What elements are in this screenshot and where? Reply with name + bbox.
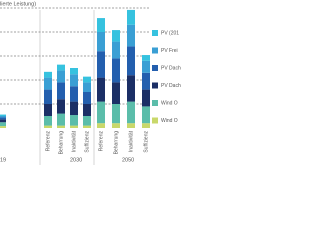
bar-segment	[44, 125, 52, 128]
group-label: 2050	[122, 157, 134, 163]
bar-segment	[97, 77, 105, 102]
bar-segment	[57, 113, 65, 126]
bar-segment	[70, 86, 78, 102]
bar-segment	[57, 70, 65, 83]
page: {"chart_data": {"type": "stacked-bar", "…	[0, 1, 181, 165]
bar-segment	[127, 75, 135, 102]
bar-segment	[142, 123, 150, 128]
bar-segment	[112, 104, 120, 124]
chart: lierte Leistung) Referenz Beharrung Inakti…	[0, 1, 181, 165]
bar-segment	[112, 82, 120, 104]
bar-segment	[97, 123, 105, 128]
legend-marker	[152, 30, 158, 36]
bar-segment	[0, 126, 6, 128]
bar-segment	[127, 123, 135, 128]
bar-segment	[57, 64, 65, 71]
bar-segment	[57, 82, 65, 100]
x-tick-label: Suffizienz	[84, 131, 90, 153]
bar-segment	[112, 58, 120, 83]
legend-label: PV Frei	[161, 48, 178, 54]
bar-segment	[57, 99, 65, 114]
bar-segment	[127, 46, 135, 76]
bar-segment	[142, 60, 150, 73]
x-tick-label: Beharrung	[113, 131, 119, 155]
legend-marker	[152, 47, 158, 54]
group-label: 2030	[70, 157, 82, 163]
legend-label: Wind O	[161, 100, 178, 106]
bar-segment	[70, 115, 78, 126]
bar-segment	[112, 123, 120, 128]
bar-segment	[70, 68, 78, 75]
bar-segment	[83, 116, 91, 126]
bar-segment	[97, 101, 105, 124]
bar-segment	[142, 55, 150, 61]
legend-label: PV (201	[161, 30, 179, 36]
bar-segment	[70, 125, 78, 128]
x-tick-label: Inaktivität	[71, 130, 77, 152]
bar-segment	[83, 125, 91, 128]
x-tick-label: Referenz	[45, 131, 51, 152]
legend-label: PV Dach	[161, 83, 181, 89]
bar-segment	[83, 76, 91, 83]
bar-segment	[0, 122, 6, 127]
bar-segment	[83, 82, 91, 92]
bar-segment	[142, 106, 150, 124]
bar-segment	[70, 101, 78, 116]
bar-segment	[127, 101, 135, 124]
bar-segment	[0, 116, 6, 118]
bar-segment	[112, 41, 120, 59]
legend-marker	[152, 100, 158, 106]
bar-segment	[142, 89, 150, 107]
legend-label: PV Dach	[161, 65, 181, 71]
bar-segment	[0, 119, 6, 123]
legend-marker	[152, 82, 158, 89]
bar-segment	[44, 104, 52, 116]
bar-segment	[83, 104, 91, 116]
x-tick-label: Suffizienz	[143, 131, 149, 153]
bar-segment	[83, 92, 91, 104]
x-tick-label: Referenz	[98, 131, 104, 152]
bar-segment	[112, 30, 120, 42]
bar-segment	[44, 116, 52, 126]
bar-segment	[0, 117, 6, 120]
legend-marker	[152, 65, 158, 71]
bar-segment	[70, 74, 78, 87]
bar-segment	[0, 114, 6, 116]
bar-segment	[44, 77, 52, 90]
bar-segment	[44, 89, 52, 104]
chart-title: lierte Leistung)	[0, 1, 36, 7]
legend-label: Wind O	[161, 118, 178, 124]
bar-segment	[142, 72, 150, 90]
bar-segment	[97, 18, 105, 32]
group-label: 19	[0, 157, 6, 163]
legend-marker	[152, 117, 158, 124]
x-tick-label: Beharrung	[58, 131, 64, 155]
x-tick-label: Inaktivität	[128, 130, 134, 152]
bar-segment	[97, 32, 105, 52]
bar-segment	[57, 125, 65, 128]
bar-segment	[44, 71, 52, 78]
bar-segment	[127, 9, 135, 25]
bar-segment	[127, 24, 135, 47]
bar-segment	[97, 51, 105, 78]
